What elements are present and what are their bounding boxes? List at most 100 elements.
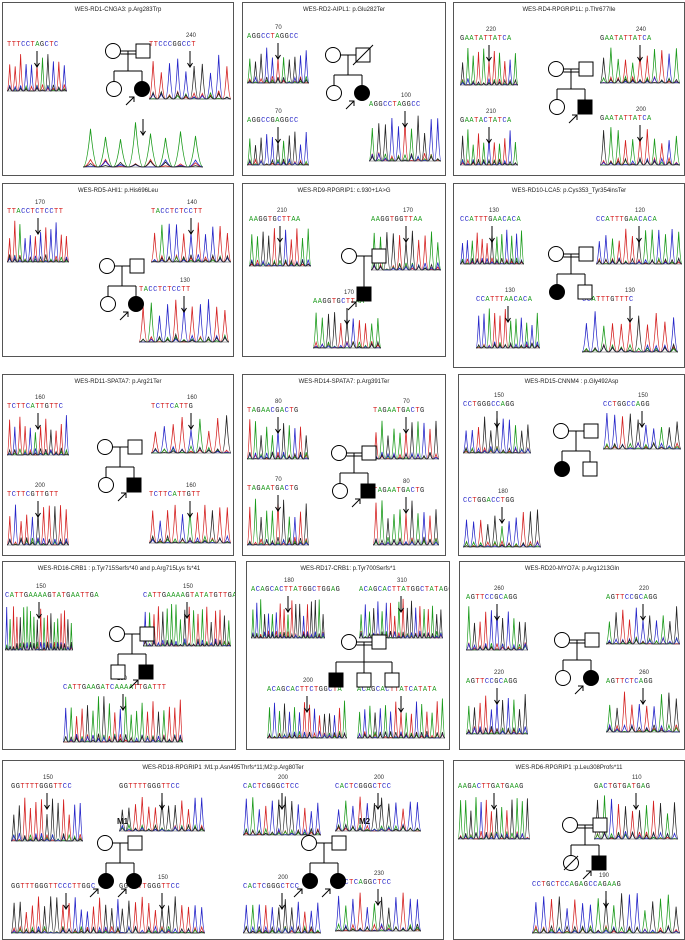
- chromatogram: CATTGAAAAGTATGAATTGA 150: [5, 584, 99, 654]
- panel-p4: WES-RD5-AHI1: p.His696Leu TTACCTCTCCTT 170…: [2, 183, 234, 357]
- trace-peaks: [5, 602, 73, 651]
- trace-peaks: [466, 604, 528, 651]
- trace-line: [151, 415, 231, 454]
- pedigree: [109, 626, 155, 689]
- chromatogram: ACAGCACTTCTGGCTA 200: [267, 678, 347, 742]
- unaffected-child-symbol: [332, 483, 348, 499]
- trace-line: [532, 893, 680, 934]
- arrowhead-icon: [505, 317, 511, 323]
- proband-arrow-icon: [117, 888, 127, 898]
- affected-child-symbol: [98, 873, 114, 889]
- chromatogram: TCTTCGTTGTT 200: [7, 483, 69, 549]
- trace-peaks: [466, 688, 528, 735]
- chromatogram: CCATTTGAACACA 130: [460, 208, 524, 268]
- sequence-label: TCTTCGTTGTT: [7, 491, 59, 499]
- trace-peaks: [357, 696, 445, 739]
- affected-child-symbol: [330, 873, 346, 889]
- father-symbol: [578, 61, 594, 77]
- pedigree: [554, 632, 600, 695]
- mutation-label-m2: M2: [359, 817, 371, 826]
- arrowhead-icon: [403, 237, 409, 243]
- sequence-label: AGGCCTAGGCC: [369, 101, 421, 109]
- trace-peaks: [247, 43, 309, 84]
- trace-peaks: [335, 889, 421, 932]
- panel-title: WES-RD17-CRB1: p.Tyr700Serfs*1: [300, 566, 396, 572]
- arrowhead-icon: [627, 317, 633, 323]
- proband-arrow-icon: [582, 870, 592, 880]
- sequence-label: GAATATTATCA: [600, 115, 652, 123]
- trace-peaks: [373, 497, 439, 546]
- sequence-label: AGTTCCGCAGG: [466, 678, 518, 686]
- trace-peaks: [247, 417, 309, 460]
- affected-child-symbol: [354, 85, 370, 101]
- arrowhead-icon: [637, 56, 643, 62]
- sequence-label: GGTTTTGGGTTCC: [119, 783, 181, 791]
- trace-peaks: [7, 218, 69, 263]
- unaffected-child-symbol: [555, 670, 571, 686]
- pedigree: [97, 439, 143, 502]
- position-number: 260: [639, 670, 650, 676]
- sequence-label: TAGAATGACTG: [373, 407, 425, 415]
- trace-peaks: [600, 125, 680, 166]
- panel-title: WES-RD15-CNNM4 : p.Gly492Asp: [524, 379, 619, 385]
- sequence-label: CATTGAAGATCAAAATTGATTT: [63, 684, 167, 692]
- trace-line: [466, 694, 528, 735]
- trace-peaks: [149, 51, 231, 100]
- arrowhead-icon: [34, 62, 40, 68]
- position-number: 150: [158, 875, 169, 881]
- unaffected-child-symbol: [384, 672, 400, 688]
- unaffected-child-symbol: [100, 296, 116, 312]
- trace-line: [463, 418, 531, 454]
- position-number: 230: [374, 871, 385, 877]
- proband-arrowhead-icon: [121, 888, 127, 894]
- sequence-label: CCATTTAACACA: [476, 296, 533, 304]
- trace-peaks: [582, 306, 678, 353]
- position-number: 200: [303, 678, 314, 684]
- sequence-label: ACAGCACTTATGGCTGGAG: [251, 586, 341, 594]
- panel-p13: WES-RD18-RPGRIP1 :M1:p.Asn495Thrfs*11;M2…: [2, 760, 444, 940]
- trace-peaks: [371, 226, 441, 271]
- sequence-label: TAGAATGACTG: [247, 485, 299, 493]
- trace-peaks: [460, 45, 518, 86]
- sequence-label: CACTCGGGCTCC: [243, 883, 300, 891]
- position-number: 240: [636, 27, 647, 33]
- sequence-label: TACCTCTCCTT: [151, 208, 203, 216]
- arrowhead-icon: [35, 512, 41, 518]
- father-symbol: [127, 439, 143, 455]
- chromatogram: CCTGGCCAGG 150: [603, 393, 681, 453]
- mother-symbol: [562, 817, 578, 833]
- arrowhead-icon: [35, 424, 41, 430]
- arrowhead-icon: [344, 319, 350, 325]
- panel-title: WES-RD16-CRB1 : p.Tyr715Serfs*40 and p.A…: [37, 566, 201, 572]
- unaffected-child-symbol: [549, 99, 565, 115]
- sequence-label: TAGAACGACTG: [247, 407, 299, 415]
- sequence-label: AGTTCTCAGG: [606, 678, 654, 686]
- arrowhead-icon: [486, 138, 492, 144]
- sequence-label: TCTTCATTG: [151, 403, 194, 411]
- chromatogram: AGTTCCGCAGG 220: [466, 670, 528, 738]
- sequence-label: AGGCCGAGGCC: [247, 117, 299, 125]
- chromatogram: AGGCCGAGGCC 70: [247, 109, 309, 169]
- arrowhead-icon: [275, 506, 281, 512]
- mother-symbol: [109, 626, 125, 642]
- chromatogram: TCTTCATTGTT 160: [149, 483, 231, 547]
- proband-arrowhead-icon: [123, 311, 129, 317]
- position-number: 190: [599, 873, 610, 879]
- proband-arrowhead-icon: [93, 888, 99, 894]
- position-number: 220: [639, 586, 650, 592]
- sequence-label: TTTCCTAGCTC: [7, 41, 59, 49]
- position-number: 170: [344, 290, 355, 296]
- trace-peaks: [463, 507, 541, 548]
- trace-peaks: [532, 891, 680, 934]
- panel-title: WES-RD6-RPGRIP1 :p.Leu308Profs*11: [515, 765, 623, 771]
- mother-symbol: [548, 246, 564, 262]
- trace-line: [600, 57, 680, 84]
- position-number: 130: [625, 288, 636, 294]
- trace-line: [369, 115, 441, 162]
- chromatogram: CACTCGGGCTCC 200: [335, 775, 421, 835]
- arrowhead-icon: [188, 424, 194, 430]
- pedigree: [548, 246, 594, 300]
- chromatogram: AGGCCTAGGCC 70: [247, 25, 309, 87]
- trace-peaks: [143, 602, 231, 647]
- chromatogram: TCTTCATTG 160: [151, 395, 231, 457]
